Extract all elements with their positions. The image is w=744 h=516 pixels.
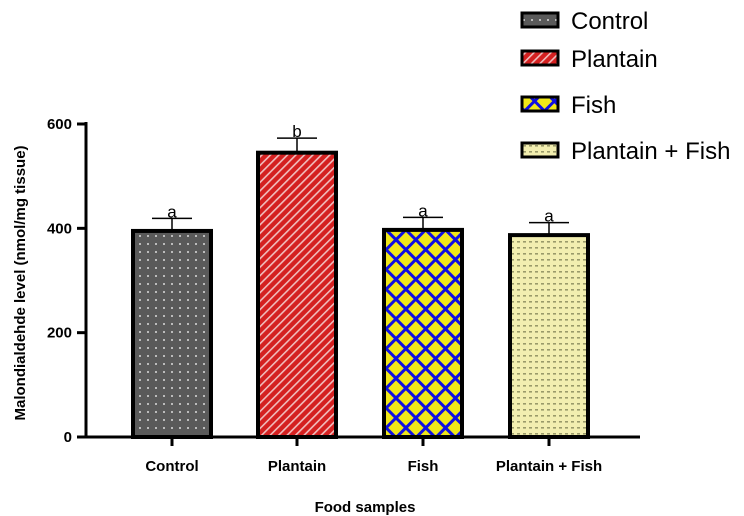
legend-label: Fish [571,92,616,119]
bar [382,227,464,439]
legend: Control Plantain Fish Plantain + Fish [520,8,730,165]
bar-group: b [256,122,338,439]
legend-label: Plantain [571,46,658,73]
significance-label: a [418,201,428,220]
x-axis-title: Food samples [315,499,416,516]
legend-item: Plantain + Fish [520,138,730,165]
bar [131,228,213,439]
legend-label: Control [571,8,648,35]
significance-label: a [167,202,177,221]
bar-group: a [508,207,590,439]
legend-item: Plantain [520,46,658,73]
bar [508,233,590,439]
legend-swatch [520,11,560,29]
legend-item: Fish [520,92,616,119]
legend-swatch [520,141,560,159]
legend-label: Plantain + Fish [571,138,730,165]
bars: a b a a [131,122,590,439]
bar-group: a [382,201,464,439]
y-axis: 0 200 400 600 [47,116,88,446]
legend-swatch [520,95,560,113]
significance-label: a [544,207,554,226]
significance-label: b [292,122,301,141]
x-tick-label: Plantain + Fish [496,458,602,475]
legend-swatch [520,49,560,67]
y-tick-label: 0 [64,429,72,446]
x-tick-label: Control [145,458,198,475]
x-tick-label: Fish [408,458,439,475]
y-tick-label: 200 [47,325,72,342]
bar [256,150,338,439]
y-tick-label: 600 [47,116,72,133]
y-tick-label: 400 [47,220,72,237]
bar-group: a [131,202,213,439]
x-axis: Control Plantain Fish Plantain + Fish [84,435,640,475]
x-tick-label: Plantain [268,458,326,475]
legend-item: Control [520,8,648,35]
y-axis-title: Malondialdehde level (nmol/mg tissue) [12,145,29,420]
